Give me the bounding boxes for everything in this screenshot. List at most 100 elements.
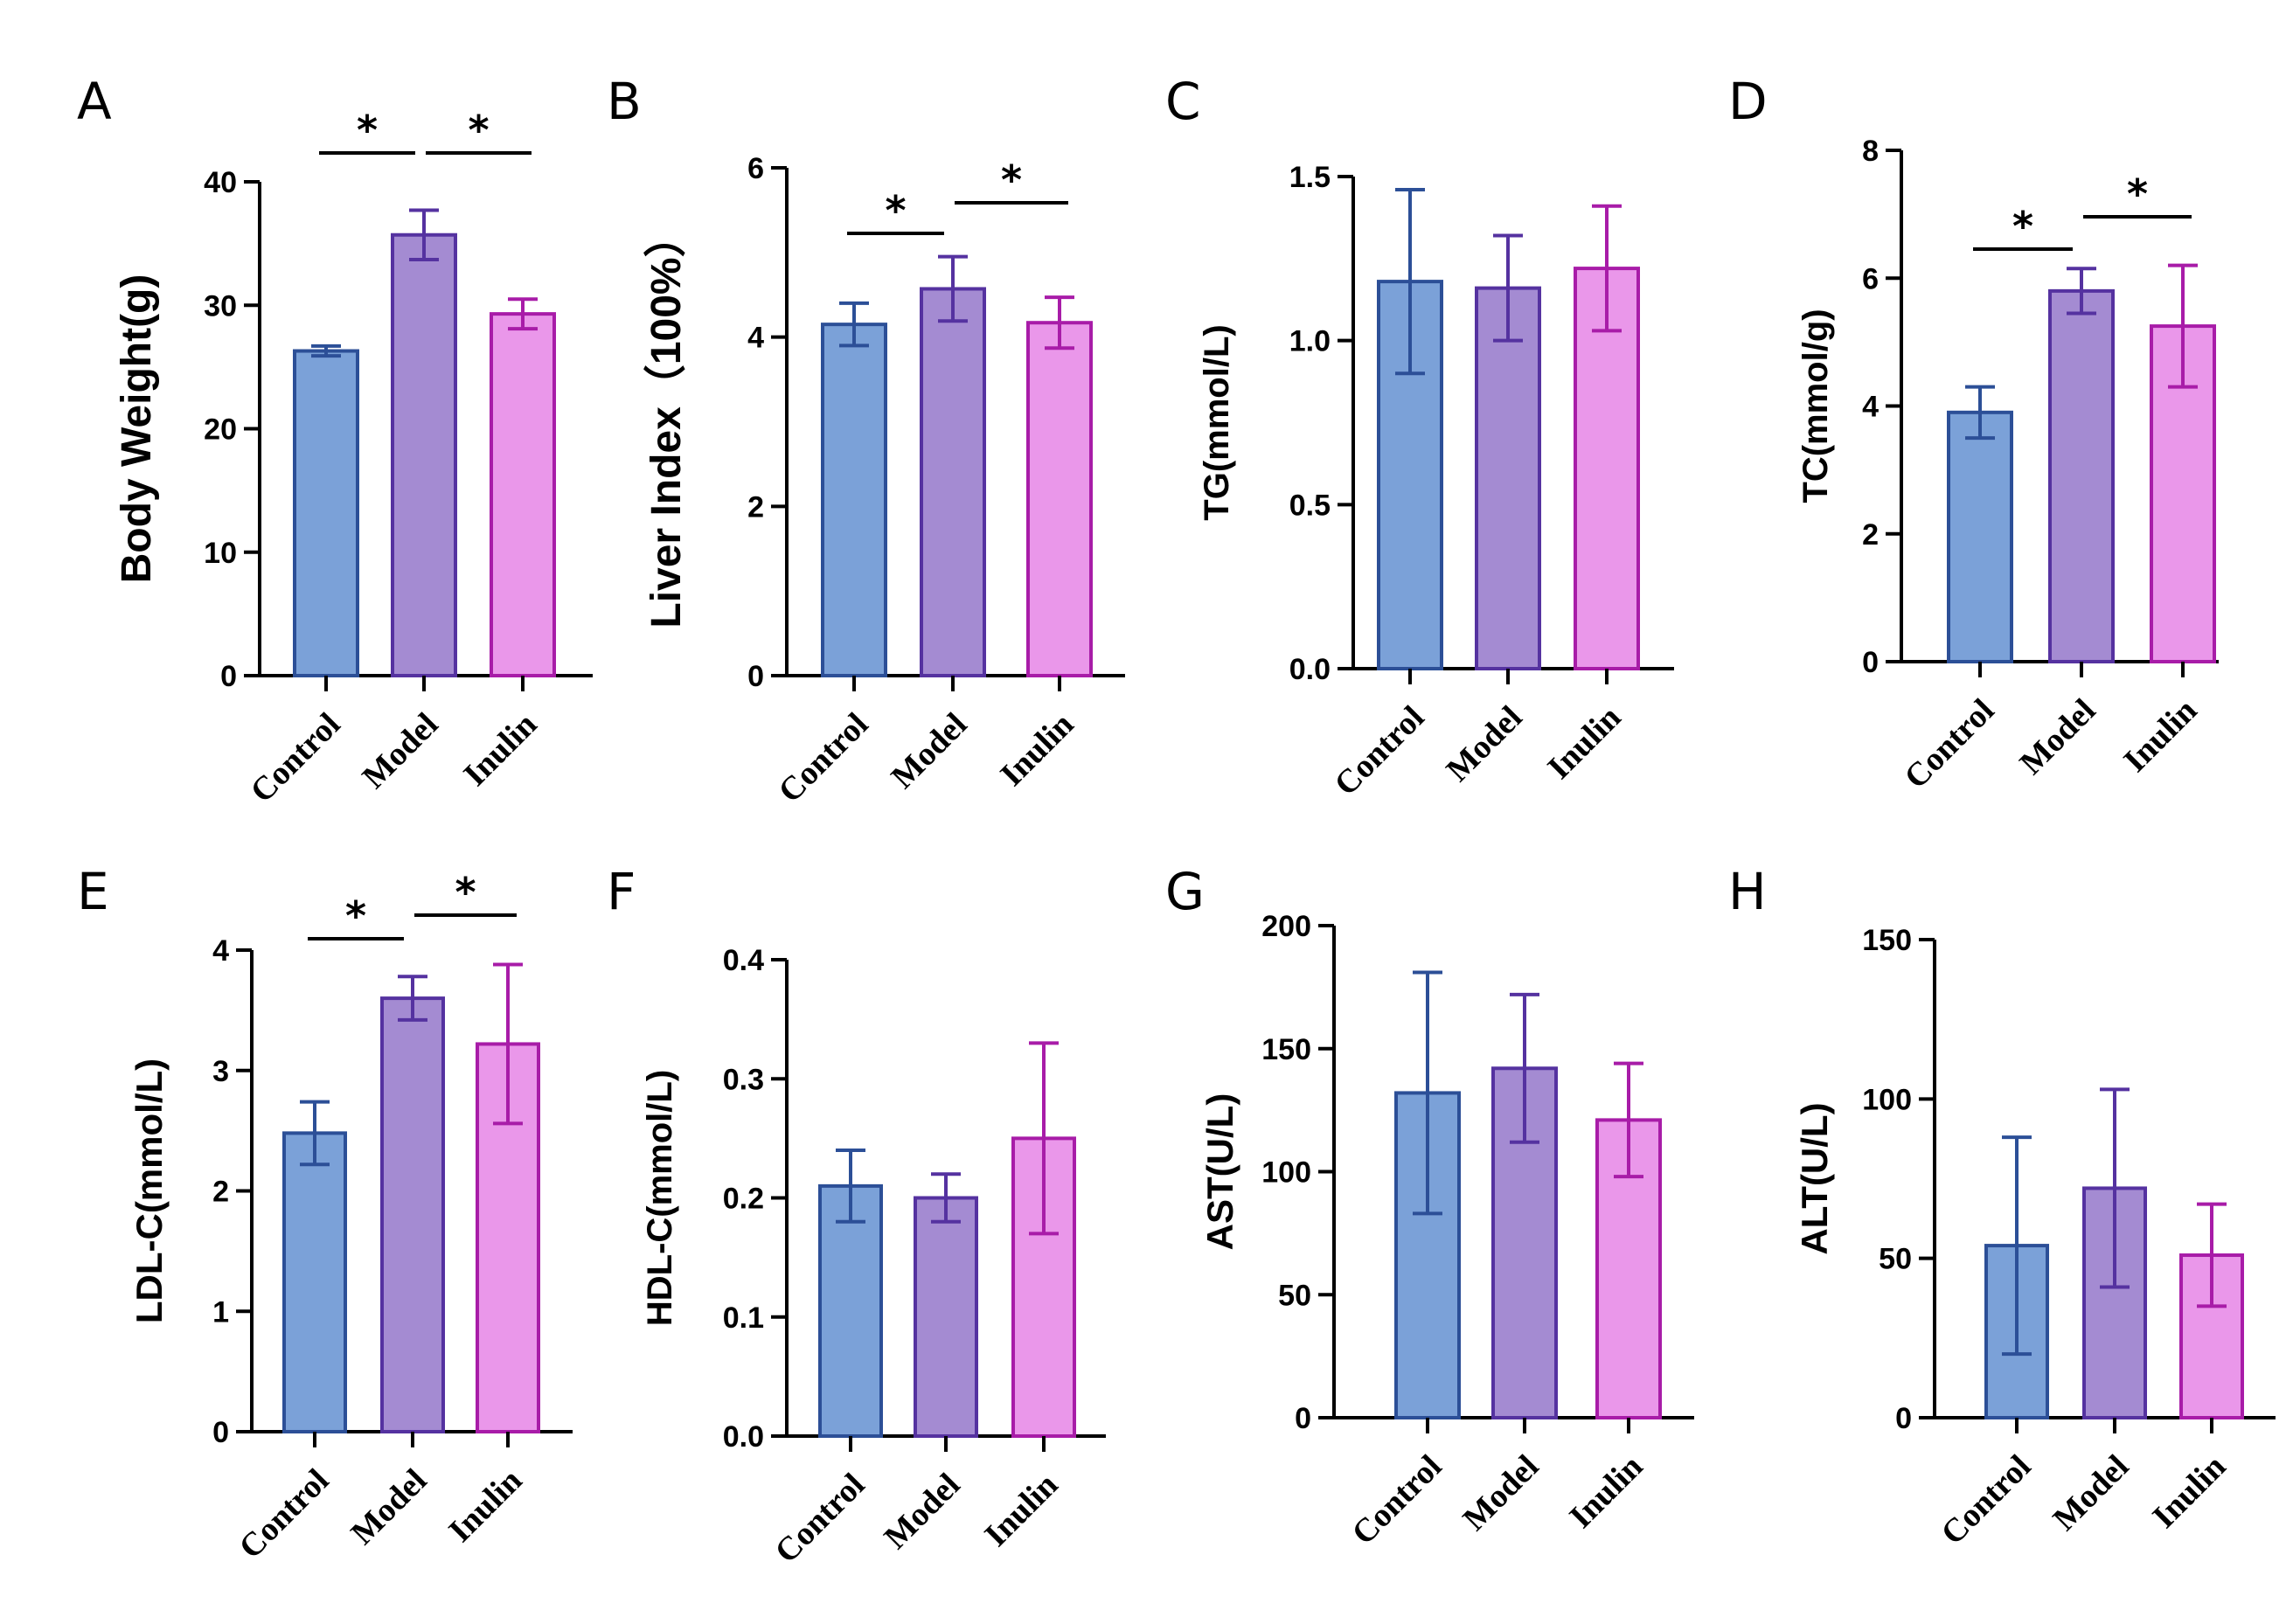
panel-e-significance-star: *	[455, 869, 476, 916]
panel-e-significance-star: *	[345, 892, 366, 940]
panel-e-category-model: Model	[344, 1462, 434, 1552]
panel-h-y-axis-title: ALT(U/L)	[1794, 1102, 1835, 1254]
panel-a: A 0 10 20 30 40 Body Weight(g) Control Model Inul…	[77, 72, 593, 809]
panel-f-bar-control	[818, 1183, 883, 1438]
panel-f-y-tick-label: 0.2	[723, 1183, 764, 1216]
panel-b-category-control: Control	[772, 706, 876, 810]
panel-b-bar-control	[821, 323, 887, 677]
panel-g-category-control: Control	[1345, 1448, 1449, 1552]
panel-c-y-tick-label: 0.0	[1289, 653, 1331, 686]
panel-d-letter: D	[1728, 72, 1768, 131]
panel-g-y-tick-label: 100	[1261, 1156, 1311, 1190]
panel-h-y-tick-label: 100	[1862, 1083, 1912, 1116]
panel-e-category-control: Control	[233, 1462, 337, 1566]
panel-d-y-tick-label: 8	[1862, 135, 1879, 168]
panel-b-y-axis-title: Liver Index（100%）	[643, 215, 690, 628]
panel-h-y-tick-label: 0	[1895, 1402, 1912, 1435]
panel-a-y-tick-label: 40	[204, 166, 237, 199]
panel-b-significance-star: *	[1001, 156, 1022, 204]
panel-b-category-model: Model	[885, 706, 975, 796]
panel-f-y-axis-title: HDL-C(mmol/L)	[641, 1070, 679, 1326]
panel-g: G 0 50 100 150 200 AST(U/L) Control Model Inulin	[1165, 862, 1694, 1551]
panel-b-y-tick-label: 6	[747, 152, 764, 185]
panel-d-category-model: Model	[2013, 692, 2103, 782]
panel-b: B 0 2 4 6 Liver Index（100%） Control Model Inulin…	[607, 72, 1125, 809]
panel-f-y-tick-label: 0.3	[723, 1063, 764, 1096]
panel-h-category-control: Control	[1935, 1448, 2039, 1552]
panel-a-y-tick-label: 30	[204, 289, 237, 323]
panel-f-y-tick-label: 0.0	[723, 1420, 764, 1454]
panel-f-category-inulin: Inulin	[977, 1467, 1065, 1554]
panel-d-y-tick-label: 4	[1862, 391, 1879, 424]
panel-a-category-model: Model	[356, 706, 446, 796]
panel-a-category-inulin: Inulin	[456, 706, 544, 794]
panel-e-category-inulin: Inulin	[441, 1462, 529, 1550]
panel-d-bar-control	[1947, 410, 2013, 663]
panel-a-significance-star: *	[468, 107, 489, 154]
panel-h-category-model: Model	[2046, 1448, 2137, 1538]
panel-h-y-tick-label: 50	[1879, 1243, 1912, 1276]
panel-e-y-tick-label: 4	[212, 934, 229, 968]
panel-a-bar-control	[293, 349, 359, 677]
panel-b-y-tick-label: 4	[747, 322, 764, 355]
panel-b-y-tick-label: 2	[747, 490, 764, 524]
panel-h-letter: H	[1728, 862, 1767, 921]
panel-f: F 0.0 0.1 0.2 0.3 0.4 HDL-C(mmol/L) Control Mode…	[607, 862, 1106, 1570]
panel-e-bar-control	[282, 1131, 347, 1433]
panel-f-category-control: Control	[768, 1467, 872, 1571]
panel-e-letter: E	[77, 862, 109, 921]
panel-a-bar-model	[391, 232, 457, 677]
panel-a-y-tick-label: 20	[204, 413, 237, 447]
panel-d-category-inulin: Inulin	[2116, 692, 2204, 780]
panel-d-category-control: Control	[1898, 692, 2002, 796]
panel-c-y-tick-label: 0.5	[1289, 489, 1331, 522]
panel-f-y-tick-label: 0.1	[723, 1301, 764, 1335]
panel-g-category-model: Model	[1456, 1448, 1546, 1538]
panel-c-y-tick-label: 1.0	[1289, 325, 1331, 358]
panel-g-y-axis-title: AST(U/L)	[1199, 1093, 1240, 1251]
panel-e-y-tick-label: 3	[212, 1055, 229, 1088]
panel-a-letter: A	[77, 72, 112, 131]
panel-b-y-tick-label: 0	[747, 660, 764, 693]
panel-e-y-tick-label: 2	[212, 1176, 229, 1209]
panel-a-bar-inulin	[490, 312, 556, 677]
panel-h-y-tick-label: 150	[1862, 924, 1912, 957]
panel-a-y-tick-label: 0	[220, 660, 237, 693]
panel-d-bar-model	[2048, 288, 2115, 663]
panel-c-letter: C	[1165, 72, 1201, 131]
panel-b-letter: B	[607, 72, 642, 131]
panel-a-category-control: Control	[244, 706, 348, 810]
panel-c: C 0.0 0.5 1.0 1.5 TG(mmol/L) Control Model Inuli…	[1165, 72, 1674, 802]
panel-f-category-model: Model	[878, 1467, 968, 1557]
panel-h-category-inulin: Inulin	[2145, 1448, 2233, 1536]
panel-d: D 0 2 4 6 8 TC(mmol/g) Control Model Inulin * *	[1728, 72, 2219, 795]
panel-f-bar-model	[914, 1196, 978, 1438]
panel-d-y-tick-label: 2	[1862, 518, 1879, 552]
panel-b-bar-inulin	[1026, 321, 1093, 677]
panel-g-y-tick-label: 50	[1278, 1279, 1311, 1312]
panel-c-y-axis-title: TG(mmol/L)	[1198, 324, 1236, 520]
panel-c-category-model: Model	[1440, 699, 1530, 789]
panel-h: H 0 50 100 150 ALT(U/L) Control Model Inulin	[1728, 862, 2276, 1551]
panel-f-y-tick-label: 0.4	[723, 944, 764, 977]
panel-b-category-inulin: Inulin	[993, 706, 1080, 794]
panel-b-bar-model	[920, 287, 986, 677]
panel-c-category-inulin: Inulin	[1540, 699, 1628, 787]
panel-g-y-tick-label: 200	[1261, 910, 1311, 943]
panel-d-y-axis-title: TC(mmol/g)	[1796, 309, 1835, 503]
panel-e-y-tick-label: 1	[212, 1295, 229, 1329]
panel-a-significance-star: *	[357, 107, 378, 154]
panel-c-category-control: Control	[1328, 699, 1432, 803]
panel-d-significance-star: *	[2127, 170, 2148, 218]
panel-g-category-inulin: Inulin	[1562, 1448, 1650, 1536]
panel-e-bar-model	[380, 996, 445, 1433]
panel-d-y-tick-label: 0	[1862, 646, 1879, 679]
panel-c-bar-model	[1475, 286, 1541, 670]
panel-a-y-tick-label: 10	[204, 537, 237, 570]
panel-g-y-tick-label: 150	[1261, 1033, 1311, 1066]
panel-e-y-axis-title: LDL-C(mmol/L)	[129, 1058, 170, 1323]
panel-d-significance-star: *	[2012, 203, 2033, 250]
panel-b-significance-star: *	[885, 187, 906, 234]
panel-a-y-axis-title: Body Weight(g)	[114, 274, 160, 584]
